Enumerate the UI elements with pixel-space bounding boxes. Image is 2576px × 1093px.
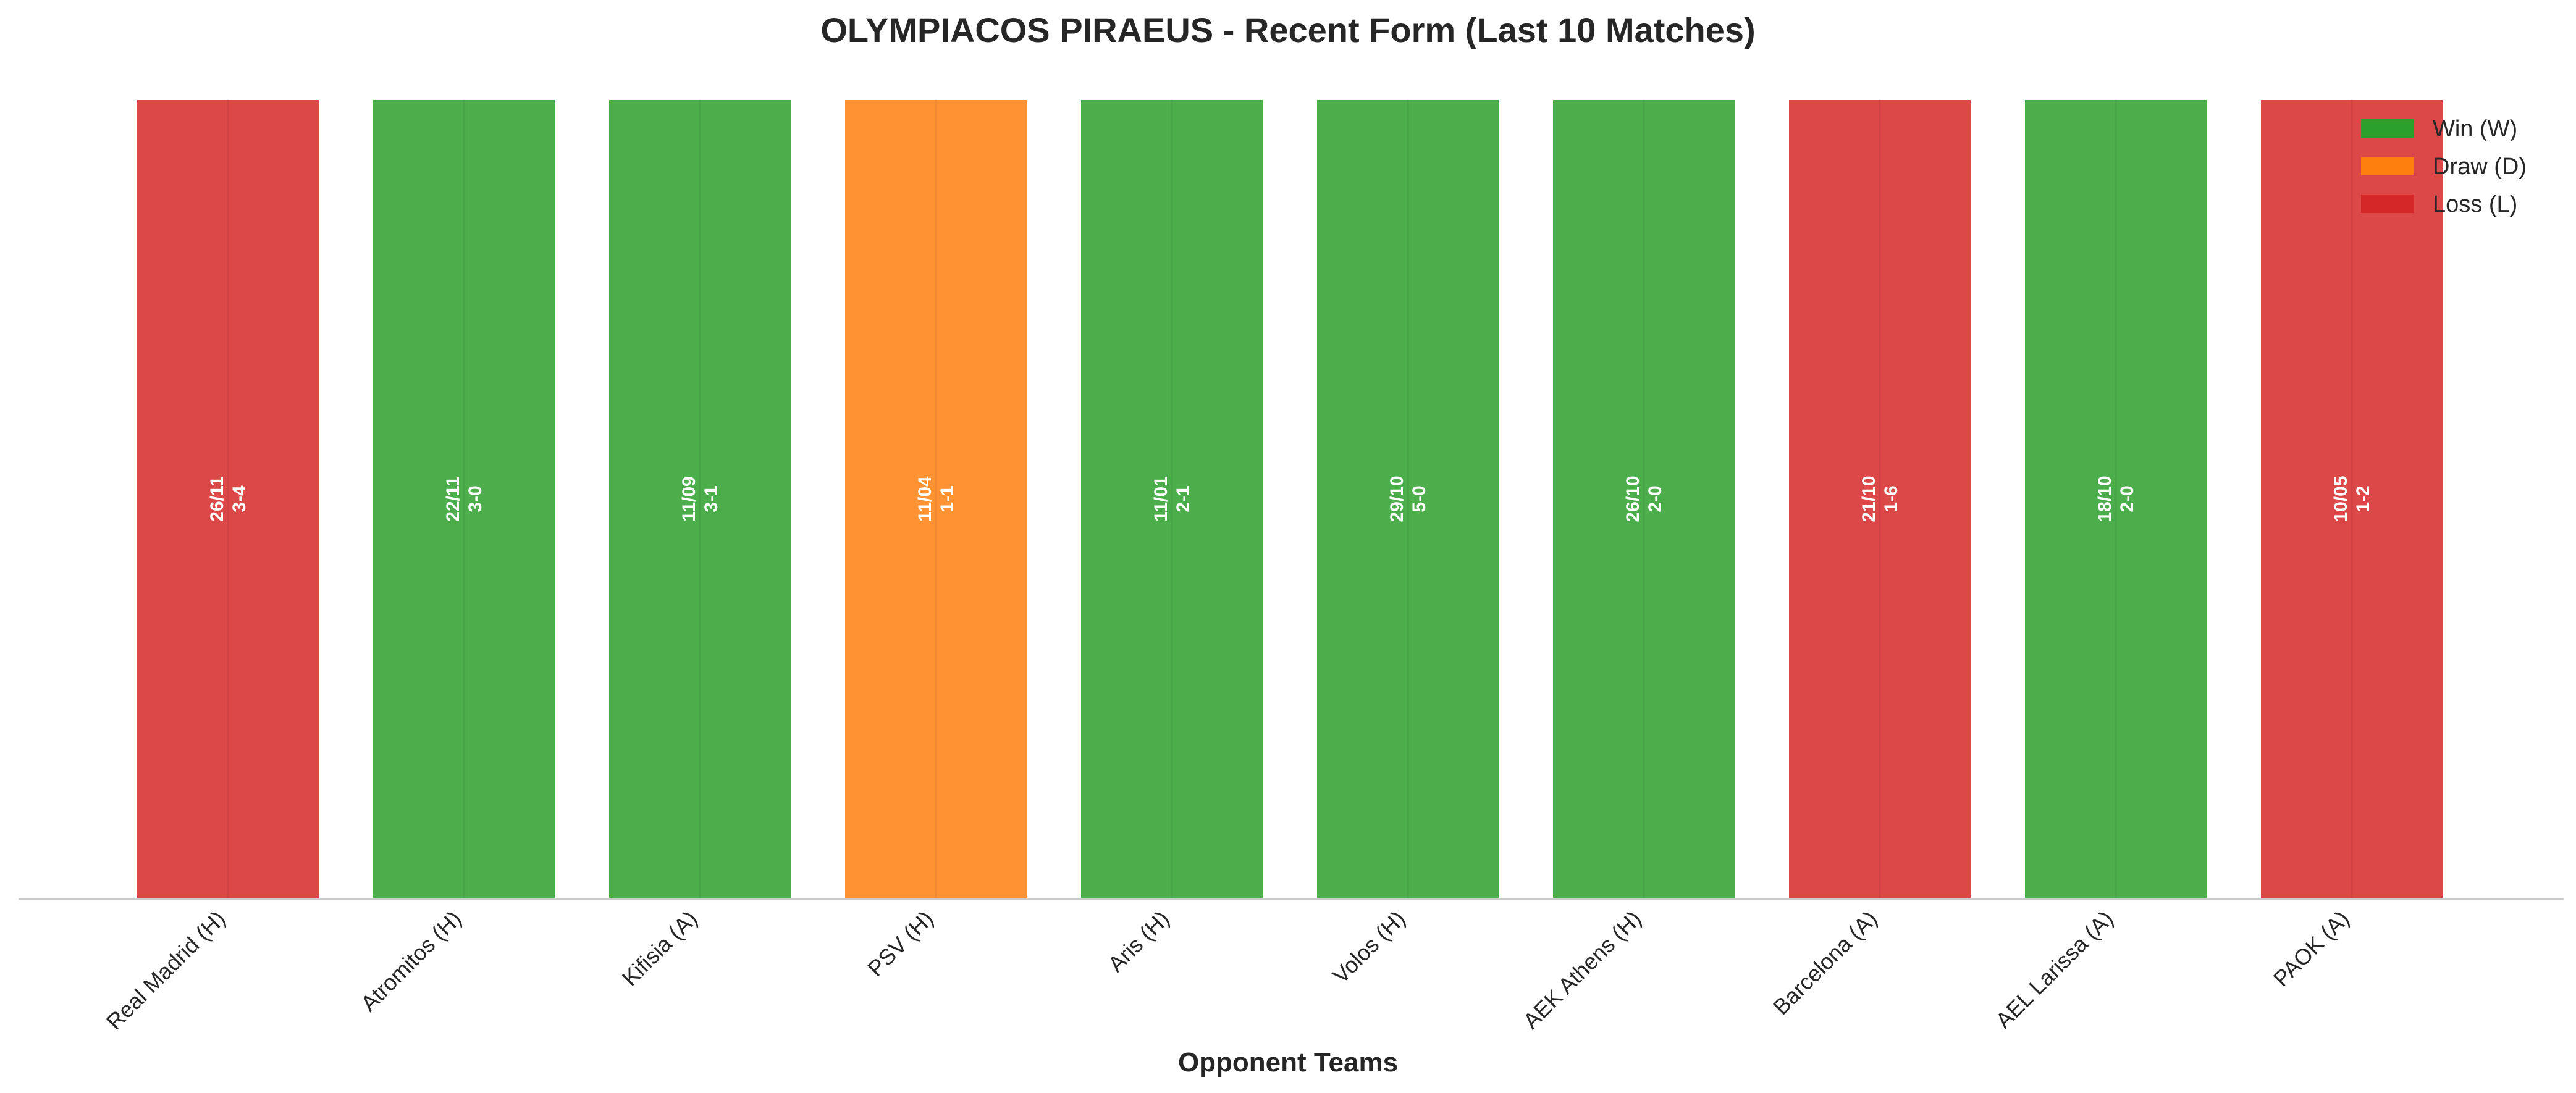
bar-label: 11/09 3-1 [679, 476, 722, 521]
x-tick-label: Real Madrid (H) [101, 906, 230, 1035]
bar-label: 29/10 5-0 [1387, 475, 1429, 522]
match-score: 1-6 [1881, 485, 1901, 512]
bar [1551, 98, 1737, 900]
bar [1315, 98, 1501, 900]
x-tick-label: PSV (H) [862, 906, 938, 981]
x-tick-label: Barcelona (A) [1768, 906, 1882, 1020]
legend-label: Win (W) [2433, 116, 2517, 142]
legend-label: Draw (D) [2433, 154, 2527, 180]
x-axis-label: Opponent Teams [1178, 1047, 1398, 1078]
match-score: 1-2 [2353, 485, 2373, 512]
x-tick-label: Volos (H) [1328, 906, 1410, 989]
bar [2258, 98, 2445, 900]
match-date: 11/04 [915, 476, 935, 522]
bar-label: 22/11 3-0 [443, 476, 486, 521]
match-date: 11/09 [679, 476, 699, 521]
match-date: 18/10 [2095, 475, 2115, 522]
bar [135, 98, 321, 900]
bar-label: 26/10 2-0 [1623, 475, 1665, 522]
bar [843, 98, 1029, 900]
x-tick-label: Aris (H) [1103, 906, 1174, 977]
bar-label: 26/11 3-4 [207, 476, 250, 521]
match-score: 2-1 [1173, 485, 1193, 512]
bar [607, 98, 793, 900]
bar-label: 18/10 2-0 [2095, 475, 2137, 522]
match-score: 3-0 [465, 485, 486, 512]
match-date: 26/10 [1623, 475, 1643, 522]
legend: Win (W) Draw (D) Loss (L) [2361, 116, 2527, 217]
match-date: 11/01 [1151, 476, 1171, 521]
bar-label: 10/05 1-2 [2331, 475, 2373, 522]
x-tick-labels: Real Madrid (H) Atromitos (H) Kifisia (A) P… [101, 906, 2354, 1035]
match-date: 22/11 [443, 476, 463, 521]
bar [371, 98, 557, 900]
match-score: 3-4 [229, 485, 250, 513]
x-tick-label: PAOK (A) [2268, 906, 2354, 992]
legend-label: Loss (L) [2433, 191, 2517, 217]
bar-label: 11/01 2-1 [1151, 476, 1193, 521]
bars-group: 26/11 3-4 22/11 3-0 11/09 3-1 11/04 1-1 11/01 2-1… [135, 98, 2445, 900]
legend-swatch [2361, 119, 2414, 138]
match-score: 2-0 [1645, 485, 1665, 512]
legend-swatch [2361, 195, 2414, 213]
chart-title: OLYMPIACOS PIRAEUS - Recent Form (Last 1… [820, 10, 1755, 49]
match-score: 2-0 [2117, 485, 2137, 512]
match-score: 1-1 [937, 485, 958, 512]
bar [1079, 98, 1265, 900]
match-date: 10/05 [2331, 475, 2351, 522]
match-date: 26/11 [207, 476, 227, 521]
x-tick-label: AEK Athens (H) [1518, 906, 1646, 1034]
x-tick-label: AEL Larissa (A) [1990, 906, 2118, 1033]
match-score: 5-0 [1409, 485, 1429, 512]
match-date: 21/10 [1859, 475, 1879, 522]
bar-label: 11/04 1-1 [915, 476, 958, 522]
legend-swatch [2361, 157, 2414, 175]
match-score: 3-1 [701, 485, 722, 512]
x-tick-label: Atromitos (H) [356, 906, 466, 1016]
match-date: 29/10 [1387, 475, 1407, 522]
bar-label: 21/10 1-6 [1859, 475, 1901, 522]
x-tick-label: Kifisia (A) [617, 906, 702, 991]
